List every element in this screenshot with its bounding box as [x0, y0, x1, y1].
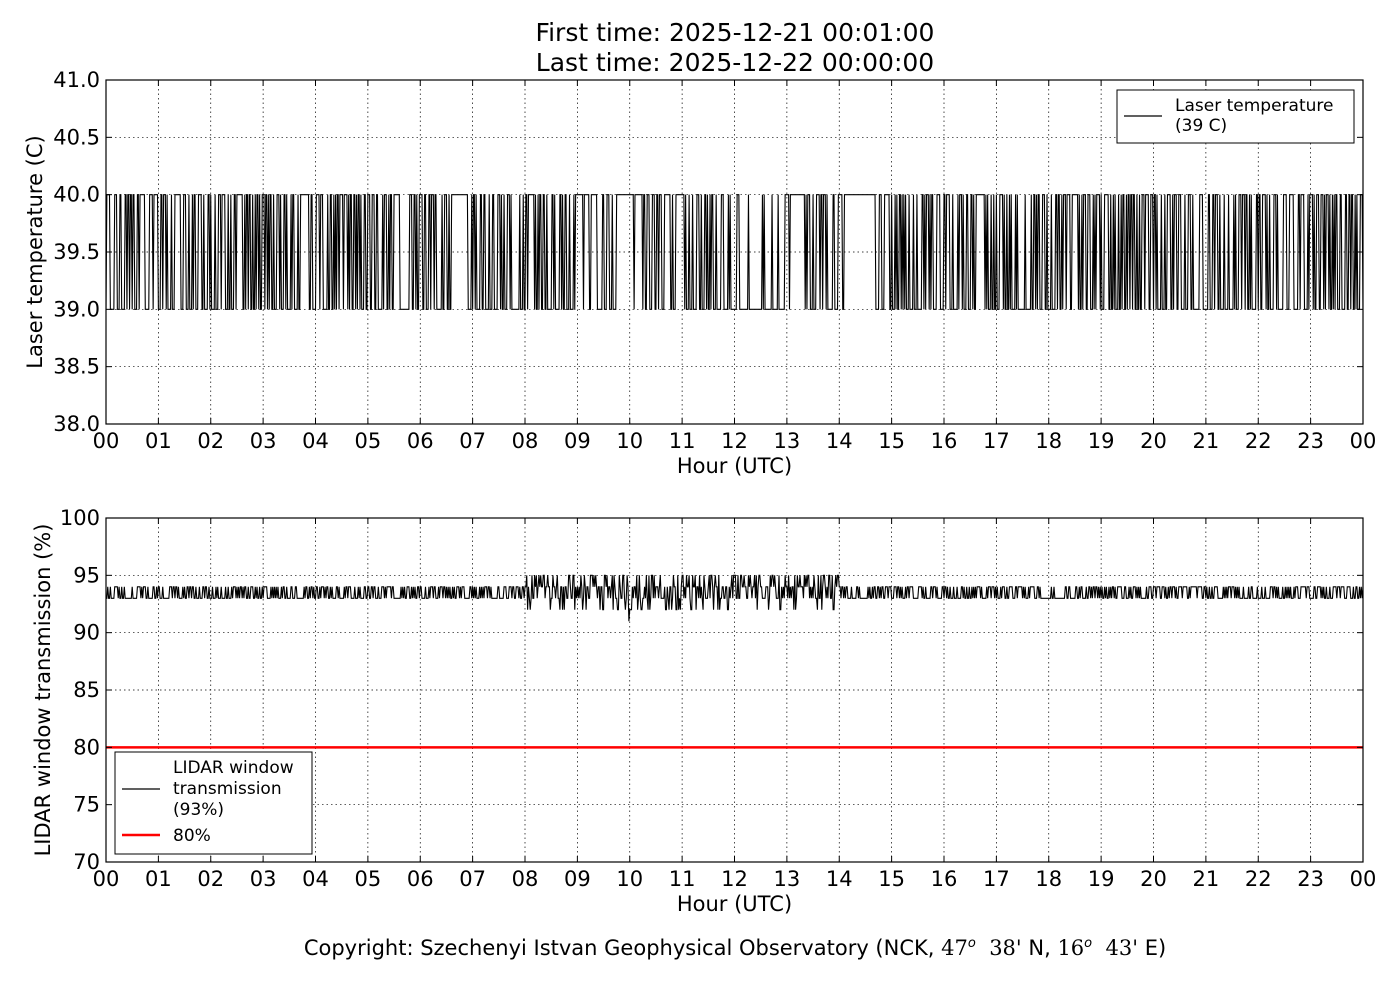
x-tick-label: 23: [1297, 429, 1324, 453]
x-tick-label: 22: [1245, 867, 1272, 891]
latitude-degree-mark: o: [967, 936, 976, 951]
x-tick-label: 21: [1193, 867, 1220, 891]
x-tick-label: 11: [669, 867, 696, 891]
x-tick-label: 02: [197, 429, 224, 453]
x-tick-label: 10: [616, 867, 643, 891]
x-tick-label: 12: [721, 429, 748, 453]
x-tick-label: 12: [721, 867, 748, 891]
x-tick-label: 01: [145, 429, 172, 453]
y-axis-label: LIDAR window transmission (%): [31, 524, 55, 857]
x-tick-label: 18: [1035, 429, 1062, 453]
x-tick-label: 00: [1350, 867, 1377, 891]
x-tick-label: 15: [878, 429, 905, 453]
copyright-footer: Copyright: Szechenyi Istvan Geophysical …: [0, 936, 1400, 960]
legend-label-lidar-transmission: LIDAR window: [173, 758, 294, 778]
x-tick-label: 05: [355, 867, 382, 891]
x-tick-label: 11: [669, 429, 696, 453]
x-tick-label: 14: [826, 429, 853, 453]
x-tick-label: 14: [826, 867, 853, 891]
copyright-text: Copyright: Szechenyi Istvan Geophysical …: [303, 936, 942, 960]
x-tick-label: 20: [1140, 429, 1167, 453]
y-tick-label: 38.5: [53, 355, 100, 379]
x-tick-label: 05: [355, 429, 382, 453]
laser-temperature-panel: 00 01 02 03 04 05 06 07 08 09 10 11 12 13 14 15 16 17 18 19…: [23, 68, 1376, 478]
legend-label-lidar-transmission: (93%): [173, 800, 224, 820]
x-tick-label: 07: [459, 867, 486, 891]
x-tick-label: 04: [302, 429, 329, 453]
longitude-minutes: 43': [1105, 936, 1139, 960]
lidar-transmission-series-line: [106, 574, 1363, 622]
latitude-minutes: 38': [989, 936, 1022, 960]
x-tick-label: 22: [1245, 429, 1272, 453]
legend-label-laser-temperature: (39 C): [1175, 116, 1227, 136]
y-tick-label: 39.5: [53, 240, 100, 264]
grid: [106, 518, 1363, 862]
x-tick-label: 03: [250, 429, 277, 453]
y-tick-label: 80: [73, 735, 100, 759]
longitude-suffix: E): [1144, 936, 1167, 960]
y-tick-label: 40.0: [53, 183, 100, 207]
chart-title-first-time: First time: 2025-12-21 00:01:00: [535, 18, 935, 47]
y-axis-label: Laser temperature (C): [23, 135, 47, 368]
x-tick-label: 01: [145, 867, 172, 891]
legend-label-laser-temperature: Laser temperature: [1175, 96, 1333, 116]
x-tick-label: 09: [564, 429, 591, 453]
x-tick-label: 17: [983, 429, 1010, 453]
latitude-degrees: 47: [941, 936, 968, 960]
y-tick-label: 70: [73, 850, 100, 874]
x-tick-label: 13: [774, 867, 801, 891]
x-tick-label: 23: [1297, 867, 1324, 891]
y-tick-label: 75: [73, 793, 100, 817]
x-tick-label: 20: [1140, 867, 1167, 891]
y-tick-label: 95: [73, 563, 100, 587]
x-tick-label: 06: [407, 429, 434, 453]
x-tick-label: 00: [1350, 429, 1377, 453]
x-tick-label: 02: [197, 867, 224, 891]
y-tick-label: 40.5: [53, 125, 100, 149]
x-tick-label: 15: [878, 867, 905, 891]
legend-label-lidar-transmission: transmission: [173, 779, 282, 799]
x-tick-label: 00: [93, 867, 120, 891]
legend-box: [114, 751, 313, 855]
lidar-transmission-panel: 00 01 02 03 04 05 06 07 08 09 10 11 12 13 14 15 16 17 18 19…: [31, 506, 1376, 916]
longitude-degree-mark: o: [1084, 936, 1093, 951]
x-axis-label: Hour (UTC): [677, 892, 792, 916]
x-tick-label: 19: [1088, 867, 1115, 891]
laser-temperature-series-line: [106, 194, 1363, 310]
legend-label-threshold-80: 80%: [173, 826, 211, 846]
x-tick-label: 16: [931, 429, 958, 453]
y-tick-label: 38.0: [53, 412, 100, 436]
x-tick-label: 04: [302, 867, 329, 891]
y-tick-label: 41.0: [53, 68, 100, 92]
x-tick-label: 18: [1035, 867, 1062, 891]
latitude-suffix: N,: [1028, 936, 1058, 960]
y-tick-label: 85: [73, 678, 100, 702]
legend: Laser temperature(39 C): [1116, 89, 1355, 144]
x-tick-label: 08: [512, 429, 539, 453]
y-tick-label: 100: [60, 506, 100, 530]
x-axis-label: Hour (UTC): [677, 454, 792, 478]
longitude-degrees: 16: [1057, 936, 1085, 960]
x-tick-label: 03: [250, 867, 277, 891]
x-tick-label: 00: [93, 429, 120, 453]
x-tick-label: 10: [616, 429, 643, 453]
x-tick-label: 09: [564, 867, 591, 891]
x-tick-label: 07: [459, 429, 486, 453]
y-tick-label: 39.0: [53, 297, 100, 321]
x-tick-label: 08: [512, 867, 539, 891]
x-tick-label: 17: [983, 867, 1010, 891]
x-tick-label: 19: [1088, 429, 1115, 453]
x-tick-label: 16: [931, 867, 958, 891]
x-tick-label: 06: [407, 867, 434, 891]
y-tick-label: 90: [73, 621, 100, 645]
x-tick-label: 21: [1193, 429, 1220, 453]
chart-title-last-time: Last time: 2025-12-22 00:00:00: [535, 48, 935, 77]
x-tick-label: 13: [774, 429, 801, 453]
